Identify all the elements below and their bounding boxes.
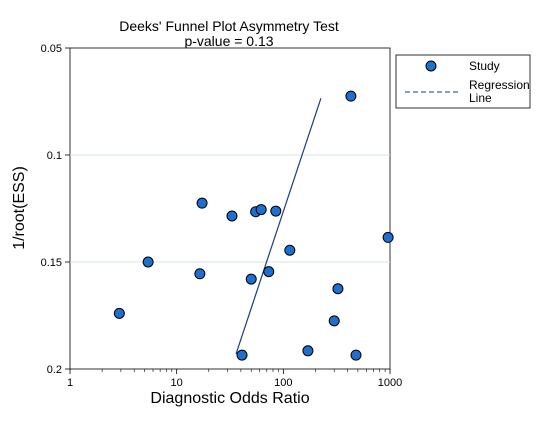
study-point [284,244,296,256]
study-point [226,210,238,222]
y-tick-label: 0.05 [41,43,62,55]
study-point [328,315,340,327]
study-point [302,345,314,357]
legend: Study Regression Line [395,54,531,109]
x-tick-label: 100 [274,377,292,389]
x-tick-label: 1 [67,377,73,389]
study-point [236,349,248,361]
legend-box [395,54,531,109]
regression-line [235,98,322,355]
chart-subtitle: p-value = 0.13 [184,33,273,49]
plot-area [69,47,391,370]
x-axis-ticks: 1 10 100 1000 [67,369,402,389]
study-point [345,90,357,102]
study-points [113,90,394,361]
study-point [245,273,257,285]
study-point [332,283,344,295]
chart-title: Deeks' Funnel Plot Asymmetry Test [119,18,339,34]
x-axis-title: Diagnostic Odds Ratio [150,390,309,407]
y-axis-ticks: 0.05 0.1 0.15 0.2 [41,43,70,376]
study-point [196,197,208,209]
x-tick-label: 1000 [378,377,402,389]
legend-study-marker [425,60,437,72]
study-point [270,205,282,217]
study-point [263,266,275,278]
study-point [194,268,206,280]
gridlines [70,154,390,263]
y-tick-label: 0.15 [41,257,62,269]
study-point [382,231,394,243]
study-point [113,307,125,319]
legend-study-label: Study [469,59,500,73]
study-point [255,204,267,216]
y-tick-label: 0.2 [47,364,62,376]
legend-regression-label-line1: Regression [469,78,530,92]
study-point [350,349,362,361]
study-point [142,256,154,268]
y-axis-title: 1/root(ESS) [11,166,28,250]
y-tick-label: 0.1 [47,150,62,162]
regression-line-group [235,98,322,355]
x-tick-label: 10 [171,377,183,389]
legend-regression-label-line2: Line [469,91,492,105]
